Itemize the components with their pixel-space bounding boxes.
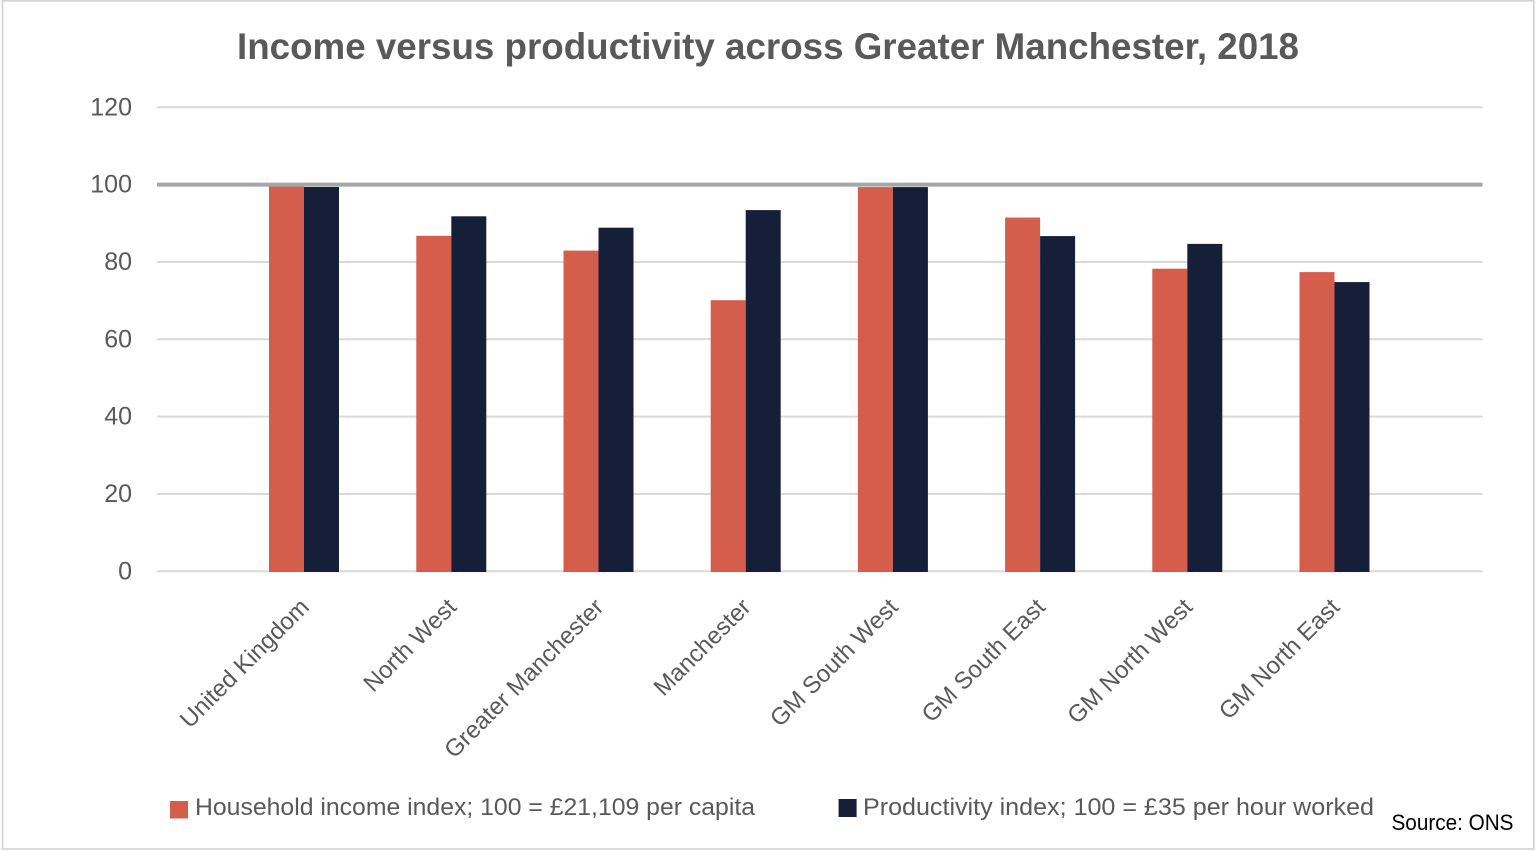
svg-text:GM South East: GM South East [917,593,1051,727]
svg-text:United Kingdom: United Kingdom [175,594,315,734]
svg-text:80: 80 [104,248,132,276]
svg-text:Productivity index; 100 = £35: Productivity index; 100 = £35 per hour w… [863,794,1374,821]
svg-text:GM North East: GM North East [1214,593,1346,725]
svg-text:60: 60 [104,325,132,353]
svg-text:0: 0 [118,557,132,585]
svg-text:Source: ONS: Source: ONS [1392,810,1514,835]
svg-text:40: 40 [104,403,132,431]
svg-text:GM North West: GM North West [1062,593,1198,729]
svg-text:100: 100 [90,171,132,199]
svg-text:120: 120 [90,93,132,121]
svg-text:Manchester: Manchester [649,594,757,702]
svg-text:North West: North West [358,593,462,697]
svg-text:Household income index; 100 =: Household income index; 100 = £21,109 pe… [195,794,756,821]
svg-text:GM South West: GM South West [765,593,904,732]
svg-text:20: 20 [104,480,132,508]
svg-text:Greater Manchester: Greater Manchester [439,594,609,764]
svg-text:Income versus productivity acr: Income versus productivity across Greate… [237,26,1299,67]
